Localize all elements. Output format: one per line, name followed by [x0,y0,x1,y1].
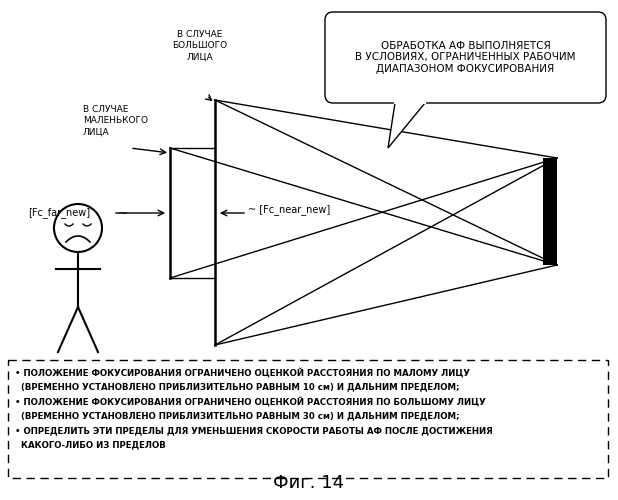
Polygon shape [388,103,425,148]
Bar [8,360,608,478]
Text: • ОПРЕДЕЛИТЬ ЭТИ ПРЕДЕЛЫ ДЛЯ УМЕНЬШЕНИЯ СКОРОСТИ РАБОТЫ АФ ПОСЛЕ ДОСТИЖЕНИЯ: • ОПРЕДЕЛИТЬ ЭТИ ПРЕДЕЛЫ ДЛЯ УМЕНЬШЕНИЯ … [15,426,493,435]
Text: (ВРЕМЕННО УСТАНОВЛЕНО ПРИБЛИЗИТЕЛЬНО РАВНЫМ 30 см) И ДАЛЬНИМ ПРЕДЕЛОМ;: (ВРЕМЕННО УСТАНОВЛЕНО ПРИБЛИЗИТЕЛЬНО РАВ… [15,412,460,420]
Text: В СЛУЧАЕ
МАЛЕНЬКОГО
ЛИЦА: В СЛУЧАЕ МАЛЕНЬКОГО ЛИЦА [83,105,148,136]
Text: ~ [Fc_near_new]: ~ [Fc_near_new] [248,204,330,216]
Bar [543,158,557,265]
Text: • ПОЛОЖЕНИЕ ФОКУСИРОВАНИЯ ОГРАНИЧЕНО ОЦЕНКОЙ РАССТОЯНИЯ ПО БОЛЬШОМУ ЛИЦУ: • ПОЛОЖЕНИЕ ФОКУСИРОВАНИЯ ОГРАНИЧЕНО ОЦЕ… [15,397,486,407]
Text: (ВРЕМЕННО УСТАНОВЛЕНО ПРИБЛИЗИТЕЛЬНО РАВНЫМ 10 см) И ДАЛЬНИМ ПРЕДЕЛОМ;: (ВРЕМЕННО УСТАНОВЛЕНО ПРИБЛИЗИТЕЛЬНО РАВ… [15,382,460,392]
Text: ~: ~ [118,206,129,220]
Text: [Fc_far_new]: [Fc_far_new] [28,208,90,218]
Text: • ПОЛОЖЕНИЕ ФОКУСИРОВАНИЯ ОГРАНИЧЕНО ОЦЕНКОЙ РАССТОЯНИЯ ПО МАЛОМУ ЛИЦУ: • ПОЛОЖЕНИЕ ФОКУСИРОВАНИЯ ОГРАНИЧЕНО ОЦЕ… [15,368,470,378]
FancyBboxPatch shape [325,12,606,103]
Text: В СЛУЧАЕ
БОЛЬШОГО
ЛИЦА: В СЛУЧАЕ БОЛЬШОГО ЛИЦА [172,30,227,61]
Text: Фиг. 14: Фиг. 14 [273,474,345,492]
Text: КАКОГО-ЛИБО ИЗ ПРЕДЕЛОВ: КАКОГО-ЛИБО ИЗ ПРЕДЕЛОВ [15,440,166,450]
Text: ОБРАБОТКА АФ ВЫПОЛНЯЕТСЯ
В УСЛОВИЯХ, ОГРАНИЧЕННЫХ РАБОЧИМ
ДИАПАЗОНОМ ФОКУСИРОВАН: ОБРАБОТКА АФ ВЫПОЛНЯЕТСЯ В УСЛОВИЯХ, ОГР… [355,41,576,74]
